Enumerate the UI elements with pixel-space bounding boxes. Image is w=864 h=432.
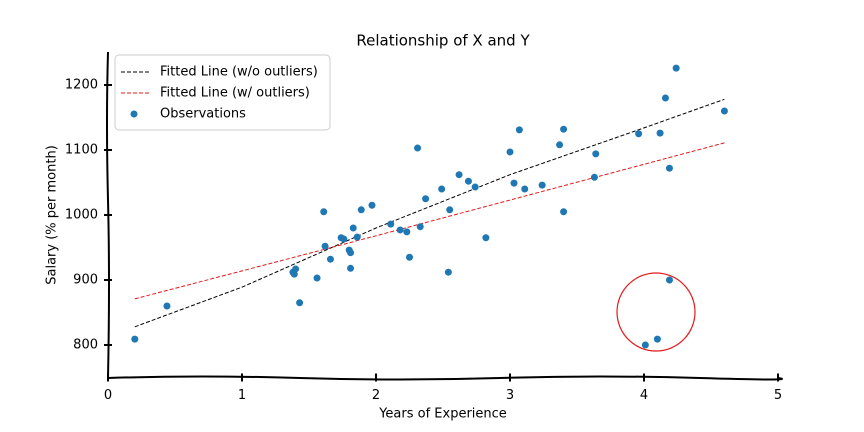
observation-point [538,181,546,189]
observation-point [321,242,329,250]
observation-point [357,206,365,214]
observation-point [455,171,463,179]
y-tick-label: 800 [73,338,98,353]
x-tick-label: 2 [372,388,380,403]
observation-point [635,130,643,138]
fitted-line [134,142,725,300]
observation-point [438,185,446,193]
observation-point [403,228,411,236]
observation-point [556,141,564,149]
observation-point [464,177,472,185]
observation-point [290,270,298,278]
observation-point [665,164,673,172]
x-tick-label: 1 [238,388,246,403]
legend-label: Fitted Line (w/ outliers) [160,86,310,101]
observation-point [444,268,452,276]
observation-point [347,264,355,272]
observation-point [560,125,568,133]
observation-point [349,224,357,232]
legend-label: Observations [160,107,246,122]
observation-point [661,94,669,102]
observation-point [560,208,568,216]
observation-point [641,341,649,349]
observation-point [510,179,518,187]
observation-point [326,255,334,263]
chart-title: Relationship of X and Y [356,32,530,50]
observation-point [347,249,355,257]
x-tick-label: 3 [506,388,514,403]
observation-point [482,234,490,242]
observation-point [446,206,454,214]
observation-point [515,126,523,134]
legend-marker [130,110,138,118]
fitted-line [134,98,725,328]
observation-point [422,195,430,203]
observation-point [471,183,479,191]
observation-point [353,233,361,241]
observation-point [521,185,529,193]
observation-point [720,107,728,115]
observation-point [296,299,304,307]
x-axis-spine [107,375,783,381]
observation-point [368,201,376,209]
observation-point [387,220,395,228]
observation-point [416,223,424,231]
observation-point [672,64,680,72]
y-tick-label: 900 [73,273,98,288]
y-axis-spine [106,51,110,379]
legend-box [114,54,331,131]
y-tick-label: 1100 [65,143,98,158]
observation-point [313,274,321,282]
observation-point [406,253,413,261]
observation-point [414,144,422,152]
y-tick-label: 1200 [65,78,98,93]
observation-point [396,226,404,234]
observation-point [163,302,171,310]
x-tick-label: 0 [104,388,112,403]
outlier-highlight [616,272,696,352]
x-axis-label: Years of Experience [378,407,507,422]
observation-point [592,150,600,158]
observation-point [340,235,348,243]
y-tick-label: 1000 [65,208,98,223]
observation-point [590,173,598,181]
observation-point [131,335,139,343]
observation-point [665,276,673,284]
observation-point [506,148,514,156]
y-axis-label: Salary (% per month) [45,145,60,285]
observation-point [320,208,328,216]
x-tick-label: 5 [774,388,782,403]
legend-label: Fitted Line (w/o outliers) [160,65,318,80]
observation-point [653,335,661,343]
x-tick-label: 4 [640,388,648,403]
observation-point [656,129,664,137]
